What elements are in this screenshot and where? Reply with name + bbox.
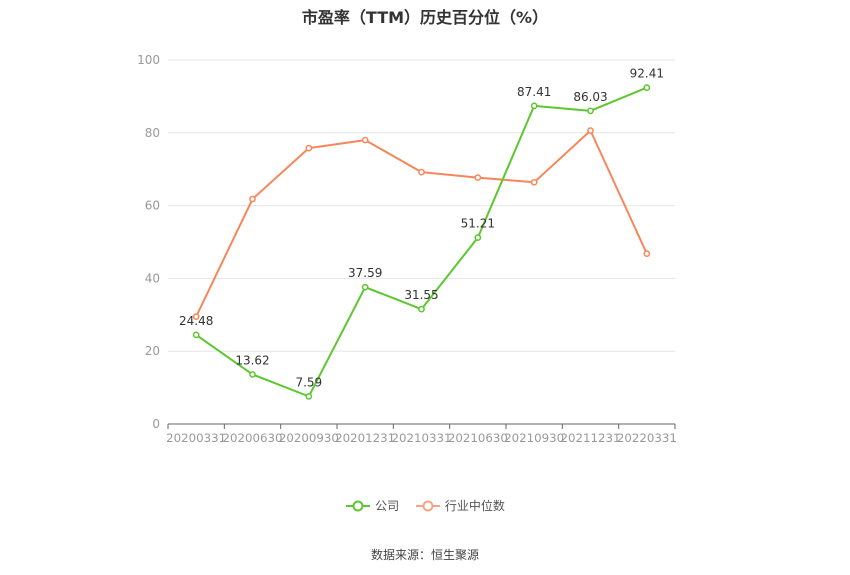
y-tick-label: 20	[145, 344, 160, 358]
legend: 公司 行业中位数	[0, 497, 850, 515]
data-point-industry	[587, 127, 594, 134]
data-point-company	[530, 102, 538, 110]
data-label-company: 31.55	[404, 288, 438, 302]
data-point-company	[361, 283, 369, 291]
data-label-company: 51.21	[461, 217, 495, 231]
data-point-industry	[643, 250, 651, 257]
data-label-company: 92.41	[630, 67, 664, 81]
data-label-company: 37.59	[348, 266, 382, 280]
data-label-company: 87.41	[517, 85, 551, 99]
data-label-company: 86.03	[573, 90, 607, 104]
y-tick-label: 60	[145, 199, 160, 213]
y-tick-label: 80	[145, 126, 160, 140]
data-point-company	[249, 371, 256, 378]
data-point-industry	[530, 178, 538, 186]
data-point-industry	[361, 136, 369, 144]
legend-marker-company-icon	[346, 500, 371, 511]
y-tick-label: 40	[145, 271, 160, 285]
data-point-company	[587, 107, 594, 115]
x-tick-label: 20210630	[448, 431, 508, 445]
series-line-company	[195, 86, 648, 398]
legend-label-company: 公司	[375, 499, 400, 513]
x-axis: 2020033120200630202009302020123120210331…	[166, 423, 677, 445]
legend-item-company[interactable]: 公司	[345, 497, 399, 514]
data-point-industry	[474, 174, 482, 181]
series-lines	[192, 84, 651, 400]
y-axis-ticks: 0 20 40 60 80 100	[137, 53, 160, 431]
y-tick-label: 0	[152, 417, 160, 431]
data-label-company: 13.62	[235, 353, 269, 367]
data-point-company	[418, 305, 425, 313]
data-label-company: 24.48	[179, 314, 213, 328]
data-labels: 24.48 13.62 7.59 37.59 31.55 51.21 87.41 86.03 9…	[179, 67, 664, 390]
data-point-company	[474, 234, 482, 241]
y-tick-label: 100	[137, 53, 160, 67]
x-tick-label: 20200331	[166, 431, 226, 445]
data-label-company: 7.59	[295, 375, 322, 389]
data-point-company	[305, 393, 313, 400]
x-tick-label: 20220331	[617, 431, 677, 445]
legend-item-industry[interactable]: 行业中位数	[415, 497, 505, 514]
legend-marker-industry-icon	[415, 500, 440, 511]
x-tick-label: 20211231	[561, 431, 621, 445]
chart-title: 市盈率（TTM）历史百分位（%）	[301, 8, 549, 27]
data-point-company	[643, 84, 651, 91]
data-point-company	[192, 331, 200, 339]
x-tick-label: 20200630	[223, 431, 283, 445]
x-tick-label: 20210930	[504, 431, 564, 445]
data-point-industry	[305, 144, 313, 152]
data-point-industry	[249, 195, 256, 203]
data-point-industry	[418, 168, 425, 176]
x-tick-label: 20200930	[279, 431, 339, 445]
legend-label-industry: 行业中位数	[444, 499, 505, 513]
x-tick-label: 20210331	[392, 431, 452, 445]
data-point-industry	[192, 313, 200, 320]
x-tick-label: 20201231	[335, 431, 395, 445]
data-source-note: 数据来源：恒生聚源	[370, 548, 479, 562]
